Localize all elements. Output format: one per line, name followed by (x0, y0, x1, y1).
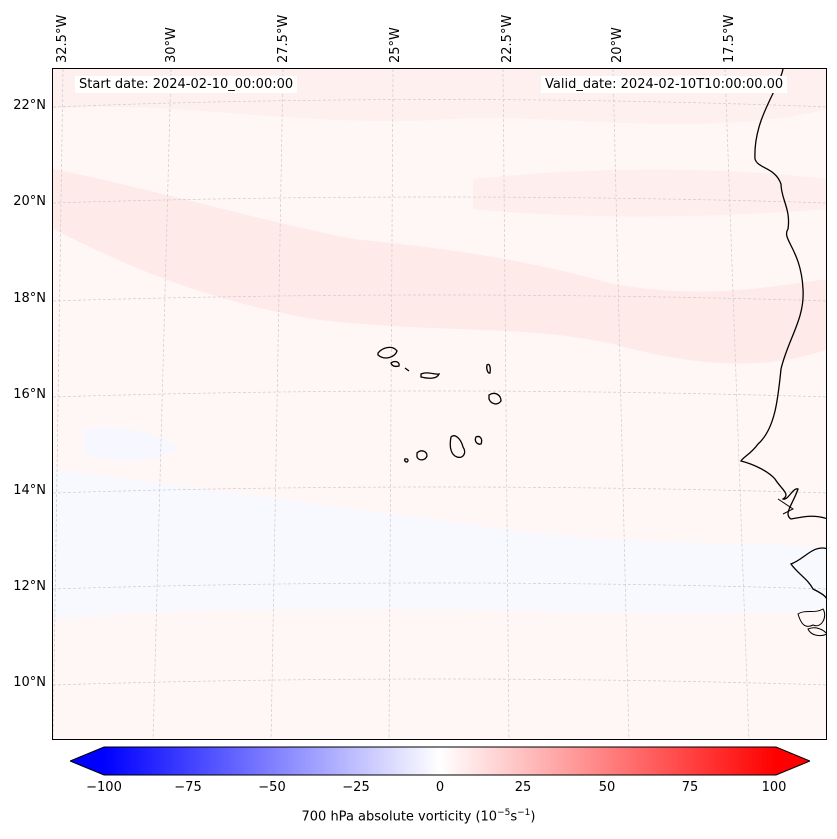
cape-verde-islands (377, 346, 502, 463)
lon-label-30w: 30°W (164, 27, 179, 63)
island-boa-vista (488, 392, 502, 405)
coast-inlet (777, 498, 794, 515)
colorbar-tick-75: 75 (681, 780, 699, 795)
lat-label-20n: 20°N (13, 194, 46, 209)
colorbar-extend-min (70, 747, 104, 775)
colorbar-tick-neg75: −75 (174, 780, 202, 795)
island-sao-nicolau (420, 372, 441, 379)
lon-label-22-5w: 22.5°W (500, 14, 515, 63)
lon-label-25w: 25°W (388, 27, 403, 63)
island-santiago (449, 435, 466, 459)
colorbar-tick-neg100: −100 (86, 780, 122, 795)
colorbar-label: 700 hPa absolute vorticity (10−5s−1) (301, 808, 536, 825)
guinea-bissau-islands (797, 608, 826, 627)
lat-label-12n: 12°N (13, 579, 46, 594)
colorbar-tick-0: 0 (435, 780, 445, 795)
map-panel[interactable] (52, 68, 827, 740)
start-date-label: Start date: 2024-02-10_00:00:00 (75, 76, 298, 93)
colorbar-tick-neg50: −50 (258, 780, 286, 795)
lat-label-16n: 16°N (13, 387, 46, 402)
lat-label-22n: 22°N (13, 98, 46, 113)
colorbar-svg (68, 746, 812, 776)
colorbar (68, 744, 812, 778)
negative-vorticity-band-south (53, 469, 826, 619)
positive-vorticity-band-mid (53, 169, 826, 364)
island-sal (486, 363, 491, 374)
african-coastline (740, 69, 826, 599)
lat-label-14n: 14°N (13, 483, 46, 498)
lat-label-18n: 18°N (13, 291, 46, 306)
colorbar-tick-neg25: −25 (342, 780, 370, 795)
vorticity-map (53, 69, 826, 739)
graticule (53, 69, 826, 739)
colorbar-tick-100: 100 (761, 780, 787, 795)
colorbar-body (104, 747, 776, 775)
island-maio (474, 435, 483, 445)
colorbar-tick-50: 50 (598, 780, 616, 795)
valid-date-label: Valid_date: 2024-02-10T10:00:00.00 (541, 76, 788, 93)
island-santa-luzia (404, 367, 410, 372)
lon-label-20w: 20°W (610, 27, 625, 63)
lon-label-27-5w: 27.5°W (276, 14, 291, 63)
lat-label-10n: 10°N (13, 675, 46, 690)
island-brava (403, 458, 409, 463)
island-sao-vicente (390, 360, 400, 368)
island-fogo (416, 450, 428, 461)
positive-vorticity-band-upper (473, 169, 826, 217)
colorbar-extend-max (776, 747, 810, 775)
lon-label-32-5w: 32.5°W (55, 14, 70, 63)
island-santo-antao (377, 346, 398, 359)
guinea-bissau-islet (807, 627, 826, 637)
negative-vorticity-patch-west (83, 427, 178, 461)
lon-label-17-5w: 17.5°W (722, 14, 737, 63)
colorbar-tick-25: 25 (514, 780, 532, 795)
